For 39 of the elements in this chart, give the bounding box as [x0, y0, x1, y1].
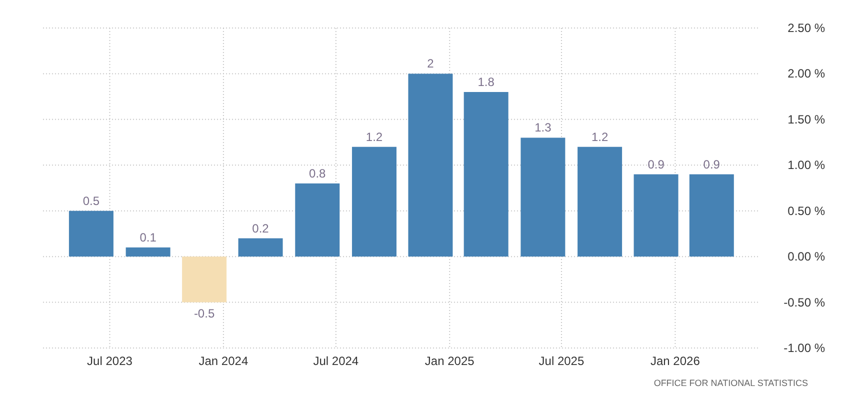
- data-label: 0.9: [648, 157, 665, 172]
- bar: [634, 174, 678, 257]
- data-label: 2: [427, 56, 434, 71]
- data-label: 0.1: [140, 230, 157, 244]
- text: OFFICE FOR NATIONAL STATISTICS: [654, 378, 808, 388]
- x-tick-label: Jan 2026: [650, 354, 700, 368]
- y-tick-label: 2.00 %: [788, 66, 826, 81]
- bar: [68, 210, 114, 257]
- bar: [408, 74, 453, 257]
- y-tick-label: 2.50 %: [788, 21, 826, 35]
- x-tick-label: Jul 2023: [87, 354, 133, 368]
- bar: [295, 183, 340, 257]
- data-label: 0.2: [252, 221, 270, 236]
- y-tick-label: 0.00 %: [788, 250, 826, 264]
- data-label: 0.5: [82, 194, 100, 208]
- bar: [520, 138, 566, 257]
- x-tick-label: Jan 2024: [198, 354, 248, 368]
- bar: [689, 174, 734, 257]
- x-tick-label: Jan 2025: [424, 354, 475, 368]
- bar: [182, 256, 227, 302]
- x-tick-label: Jul 2025: [538, 354, 584, 368]
- bar: [238, 238, 283, 257]
- y-tick-label: -0.50 %: [784, 295, 826, 310]
- data-label: 1.8: [478, 75, 495, 89]
- data-label: 0.8: [309, 166, 326, 180]
- data-label: 1.2: [366, 130, 383, 144]
- bar: [126, 247, 170, 257]
- y-tick-label: 1.50 %: [788, 112, 826, 126]
- data-label: 1.2: [591, 130, 608, 144]
- bar: [352, 146, 396, 257]
- y-tick-label: 1.00 %: [788, 158, 826, 172]
- bar: [578, 146, 622, 257]
- data-label: -0.5: [194, 306, 215, 320]
- bar: [464, 92, 508, 257]
- data-label: 0.9: [703, 157, 720, 172]
- x-tick-label: Jul 2024: [313, 354, 359, 368]
- y-tick-label: 0.50 %: [788, 204, 826, 218]
- data-label: 1.3: [534, 120, 552, 135]
- y-tick-label: -1.00 %: [784, 341, 826, 355]
